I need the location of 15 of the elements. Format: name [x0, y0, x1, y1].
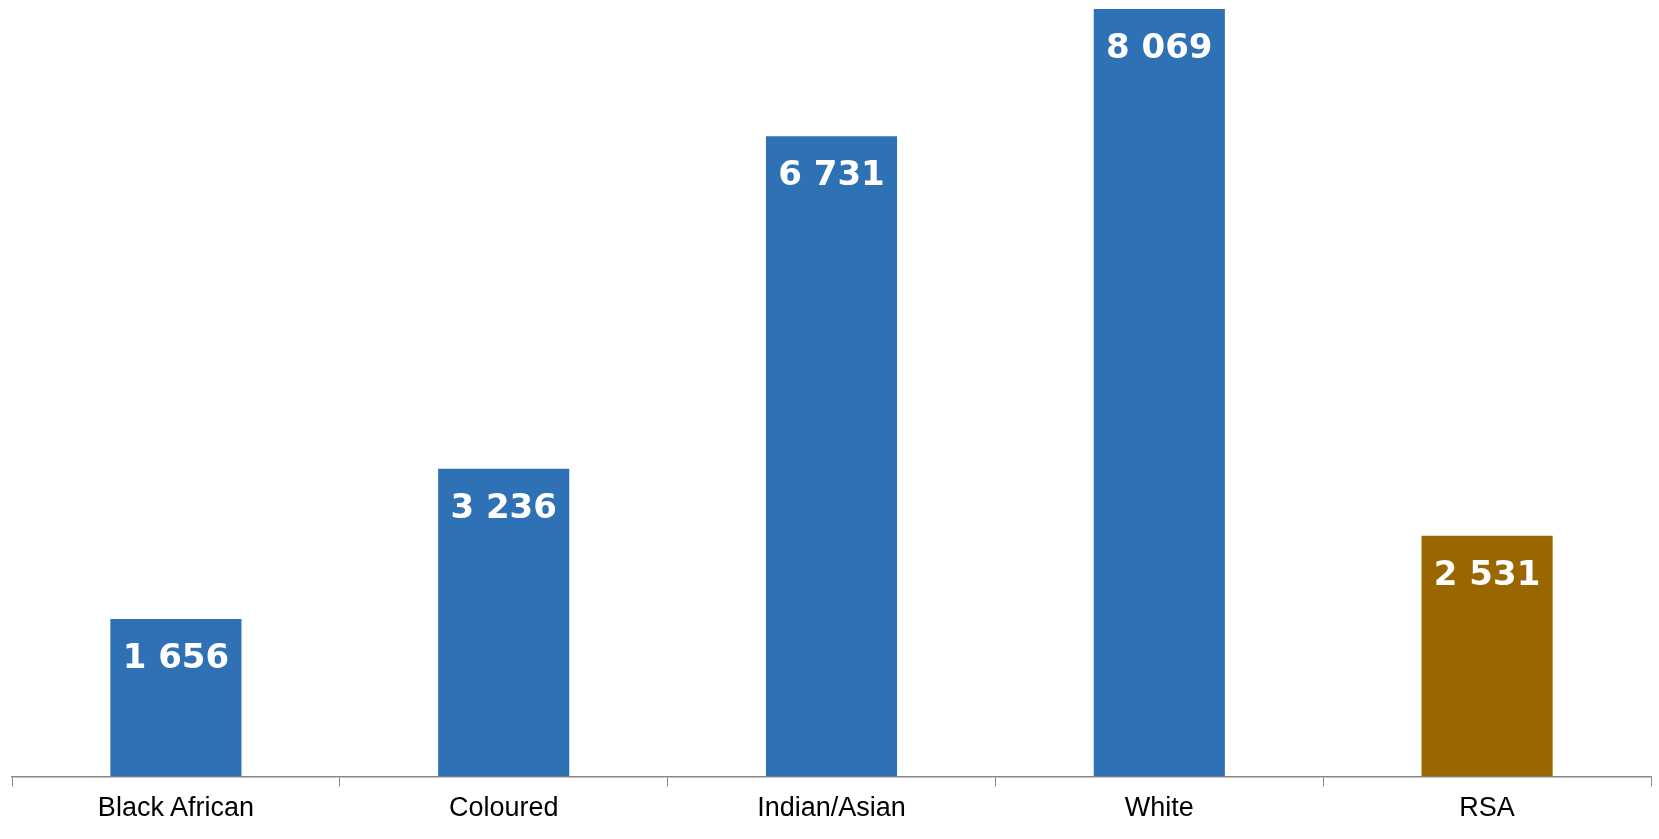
bar [438, 468, 570, 777]
bar [765, 136, 898, 777]
bar [1421, 535, 1553, 777]
x-tick-label: White [1124, 792, 1194, 823]
x-tick-label: Black African [97, 792, 254, 823]
data-label: 8 069 [1106, 25, 1213, 66]
bar [1093, 9, 1225, 777]
data-label: 3 236 [450, 485, 557, 526]
bar [110, 619, 242, 777]
data-label: 6 731 [778, 153, 885, 194]
data-label: 1 656 [122, 635, 230, 676]
x-tick-label: RSA [1459, 792, 1515, 823]
x-tick-label: Indian/Asian [757, 792, 906, 823]
data-label: 2 531 [1433, 552, 1541, 593]
x-tick-label: Coloured [448, 792, 559, 823]
